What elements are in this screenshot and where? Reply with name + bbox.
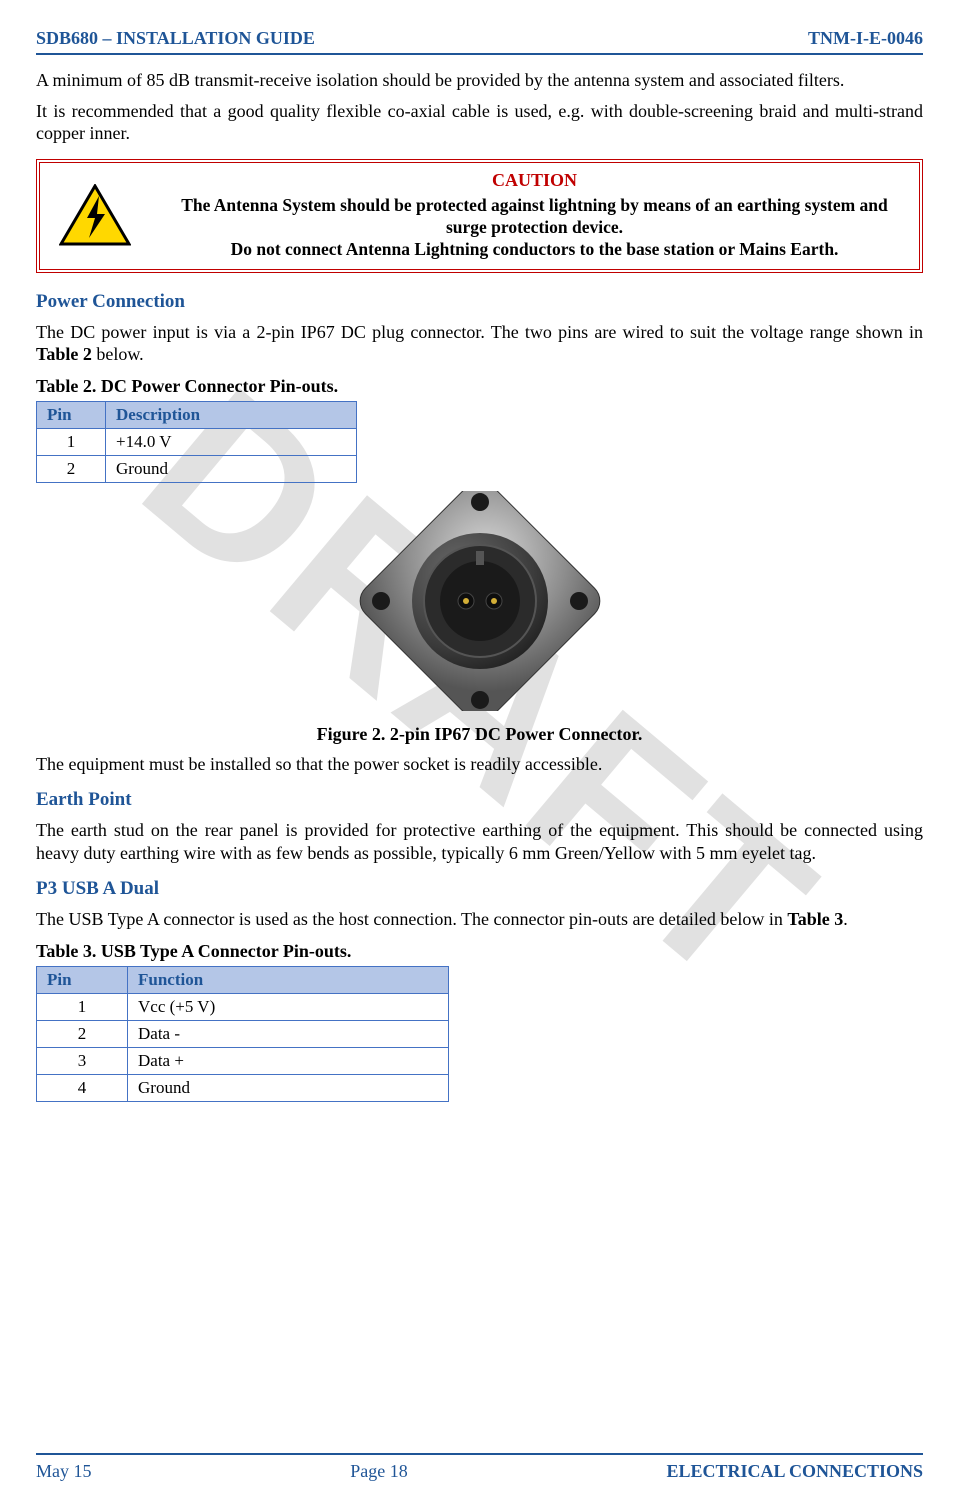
table3-r4-pin: 4 (37, 1074, 128, 1101)
lightning-warning-icon (59, 184, 131, 248)
table3-r2-desc: Data - (128, 1020, 449, 1047)
footer-left: May 15 (36, 1461, 92, 1482)
table2-r1-desc: +14.0 V (106, 428, 357, 455)
connector-illustration (350, 491, 610, 711)
para-cable: It is recommended that a good quality fl… (36, 100, 923, 145)
table3-col2: Function (128, 966, 449, 993)
table3-col1: Pin (37, 966, 128, 993)
caution-icon-cell (40, 176, 150, 256)
footer-center: Page 18 (350, 1461, 408, 1482)
caution-line-2: Do not connect Antenna Lightning conduct… (160, 239, 909, 261)
figure-connector (36, 491, 923, 716)
caution-box: CAUTION The Antenna System should be pro… (36, 159, 923, 273)
heading-earth-point: Earth Point (36, 789, 923, 811)
caution-title: CAUTION (160, 169, 909, 192)
table-row: 1 +14.0 V (37, 428, 357, 455)
heading-power-connection: Power Connection (36, 291, 923, 313)
table2-r2-pin: 2 (37, 455, 106, 482)
table-row: 4 Ground (37, 1074, 449, 1101)
para-usb-a: The USB Type A connector is used as the … (36, 909, 787, 929)
table3-caption: Table 3. USB Type A Connector Pin-outs. (36, 941, 923, 962)
heading-usb: P3 USB A Dual (36, 878, 923, 900)
table-usb: Pin Function 1 Vcc (+5 V) 2 Data - 3 Dat… (36, 966, 449, 1102)
table3-r1-pin: 1 (37, 993, 128, 1020)
header-left: SDB680 – INSTALLATION GUIDE (36, 28, 315, 49)
caution-line-1: The Antenna System should be protected a… (160, 195, 909, 239)
table2-col2: Description (106, 401, 357, 428)
table3-r3-pin: 3 (37, 1047, 128, 1074)
table-row: 2 Data - (37, 1020, 449, 1047)
para-usb-intro: The USB Type A connector is used as the … (36, 908, 923, 931)
table3-r1-desc: Vcc (+5 V) (128, 993, 449, 1020)
table-dc-power: Pin Description 1 +14.0 V 2 Ground (36, 401, 357, 483)
para-power-b: below. (92, 344, 144, 364)
table2-caption: Table 2. DC Power Connector Pin-outs. (36, 376, 923, 397)
table3-r2-pin: 2 (37, 1020, 128, 1047)
page-header: SDB680 – INSTALLATION GUIDE TNM-I-E-0046 (36, 28, 923, 55)
para-power-intro: The DC power input is via a 2-pin IP67 D… (36, 321, 923, 366)
para-socket-accessible: The equipment must be installed so that … (36, 753, 923, 776)
table3-r3-desc: Data + (128, 1047, 449, 1074)
table-header-row: Pin Description (37, 401, 357, 428)
header-right: TNM-I-E-0046 (808, 28, 923, 49)
footer-right: ELECTRICAL CONNECTIONS (666, 1461, 923, 1482)
para-earth: The earth stud on the rear panel is prov… (36, 819, 923, 864)
table2-col1: Pin (37, 401, 106, 428)
table-row: 1 Vcc (+5 V) (37, 993, 449, 1020)
page-footer: May 15 Page 18 ELECTRICAL CONNECTIONS (36, 1453, 923, 1482)
para-usb-b: . (843, 909, 848, 929)
para-power-a: The DC power input is via a 2-pin IP67 D… (36, 322, 923, 342)
table2-r1-pin: 1 (37, 428, 106, 455)
para-power-ref: Table 2 (36, 344, 92, 364)
figure2-caption: Figure 2. 2-pin IP67 DC Power Connector. (36, 724, 923, 745)
para-usb-ref: Table 3 (787, 909, 843, 929)
table3-r4-desc: Ground (128, 1074, 449, 1101)
table-row: 2 Ground (37, 455, 357, 482)
table2-r2-desc: Ground (106, 455, 357, 482)
table-row: 3 Data + (37, 1047, 449, 1074)
para-isolation: A minimum of 85 dB transmit-receive isol… (36, 69, 923, 92)
table-header-row: Pin Function (37, 966, 449, 993)
caution-text: CAUTION The Antenna System should be pro… (150, 163, 919, 269)
